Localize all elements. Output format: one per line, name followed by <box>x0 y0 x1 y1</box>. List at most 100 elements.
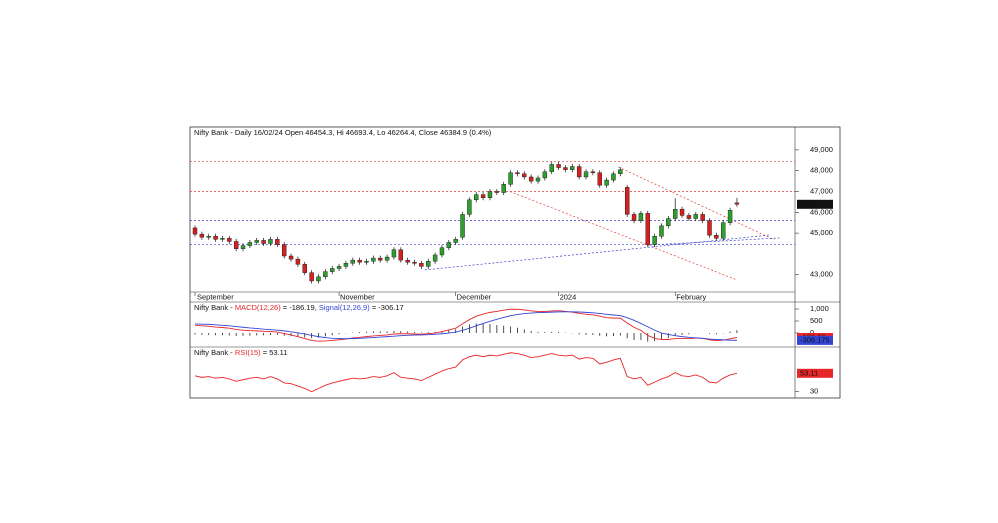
candle-body <box>686 215 692 219</box>
panel-title: Nifty Bank - MACD(12,26) = -186.19, Sign… <box>194 303 404 312</box>
candle-body <box>604 179 609 186</box>
candle-body <box>288 255 294 260</box>
x-tick-label: February <box>676 292 706 301</box>
candle-body <box>233 241 239 249</box>
trend-line <box>424 234 770 271</box>
candle-body <box>700 214 705 221</box>
candle-body <box>542 171 548 179</box>
chart-title: Nifty Bank - Daily 16/02/24 Open 46454.3… <box>194 128 492 137</box>
candle-body <box>419 263 424 267</box>
candle-body <box>350 259 355 264</box>
candle-body <box>378 257 383 261</box>
candle-body <box>549 164 554 172</box>
candle-body <box>494 191 500 193</box>
y-tick-label: 500 <box>810 316 823 325</box>
candle-body <box>666 218 671 227</box>
candle-body <box>590 171 596 173</box>
candle-body <box>412 262 417 264</box>
candle-body <box>343 263 349 267</box>
y-tick-label: 1,000 <box>810 304 829 313</box>
candle-body <box>501 184 506 193</box>
candle-body <box>721 222 726 239</box>
candle-body <box>426 261 431 267</box>
candle-body <box>515 172 520 175</box>
candle-body <box>330 268 335 272</box>
candle-body <box>659 225 664 237</box>
candle-body <box>645 213 650 245</box>
title-part: Nifty Bank - <box>194 348 235 357</box>
candle-body <box>398 249 403 261</box>
candle-body <box>474 194 479 201</box>
candle-body <box>336 266 342 269</box>
title-part: = -186.19, <box>281 303 319 312</box>
candle-body <box>247 242 253 246</box>
indicator-line <box>194 311 737 341</box>
candle-body <box>570 166 575 170</box>
candle-body <box>446 242 452 248</box>
y-tick-label: 46,000 <box>810 207 833 216</box>
candle-body <box>714 234 719 239</box>
candle-body <box>199 233 205 238</box>
candle-body <box>618 169 623 175</box>
candle-body <box>734 202 740 205</box>
x-tick-label: September <box>197 292 234 301</box>
value-tag-label: 53.11 <box>800 368 818 377</box>
candle-body <box>611 173 616 181</box>
indicator-line <box>194 308 738 342</box>
candle-body <box>206 236 211 238</box>
chart-frame <box>189 126 841 399</box>
candle-body <box>364 261 369 263</box>
candle-body <box>281 244 287 257</box>
y-tick-label: 47,000 <box>810 186 833 195</box>
price-tag-label: 46,384.9 <box>800 199 829 208</box>
candle-body <box>467 199 472 215</box>
candle-body <box>460 214 465 238</box>
title-part: MACD(12,26) <box>235 303 281 312</box>
candle-body <box>631 214 637 221</box>
candle-body <box>220 238 225 240</box>
trend-line <box>509 191 738 281</box>
panel-title: Nifty Bank - RSI(15) = 53.11 <box>194 348 287 357</box>
title-part: Nifty Bank - <box>194 303 235 312</box>
candle-body <box>213 236 218 240</box>
value-tag <box>797 368 833 378</box>
candle-body <box>480 194 486 198</box>
candle-body <box>432 254 438 262</box>
candle-body <box>727 210 733 223</box>
title-part: = -306.17 <box>370 303 404 312</box>
trend-line <box>618 166 775 241</box>
candle-body <box>439 247 445 256</box>
y-tick-label: 43,000 <box>810 270 833 279</box>
candle-body <box>323 271 328 278</box>
title-part: = 53.11 <box>261 348 288 357</box>
candle-body <box>673 208 678 219</box>
candle-body <box>261 240 266 244</box>
candle-body <box>624 187 630 215</box>
candle-body <box>240 245 246 249</box>
candle-body <box>391 249 397 258</box>
value-tag <box>797 335 833 345</box>
candle-body <box>357 259 362 263</box>
candle-body <box>227 238 232 242</box>
candle-body <box>405 259 410 263</box>
candle-body <box>556 164 561 168</box>
candle-body <box>309 272 314 282</box>
candle-body <box>254 240 259 243</box>
candle-body <box>522 173 527 178</box>
candle-body <box>508 172 513 185</box>
candle-body <box>487 191 493 198</box>
title-part: Signal(12,26,9) <box>319 303 370 312</box>
candle-body <box>638 213 644 221</box>
candle-body <box>302 264 307 273</box>
x-tick-label: 2024 <box>560 292 577 301</box>
candle-body <box>371 257 376 262</box>
y-tick-label: 30 <box>810 387 818 396</box>
candle-body <box>384 256 390 261</box>
candle-body <box>576 166 582 178</box>
price-tag <box>797 199 833 209</box>
trend-line <box>649 237 781 246</box>
candle-body <box>295 258 301 265</box>
candle-body <box>563 167 568 170</box>
